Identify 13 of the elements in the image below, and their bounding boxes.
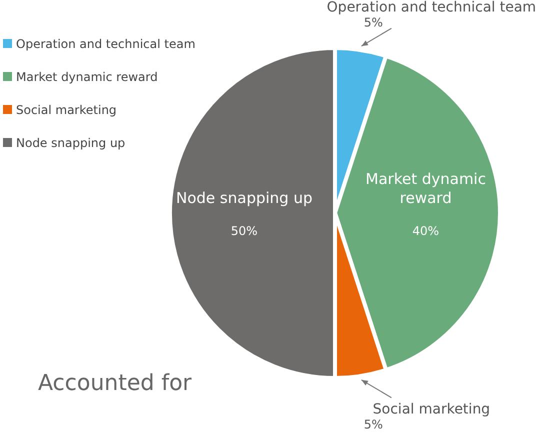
data-label: 50% (230, 224, 258, 238)
slice-label: Social marketing (372, 402, 490, 418)
legend-label: Operation and technical team (16, 37, 196, 51)
legend-label: Node snapping up (16, 136, 126, 150)
slice-label: Node snapping up (176, 189, 312, 207)
legend-label: Market dynamic reward (16, 70, 158, 84)
text: Accounted for (38, 371, 193, 396)
slice-label: Market dynamic reward (366, 170, 486, 207)
data-label: 5% (364, 15, 383, 30)
slice-label: Operation and technical team (326, 0, 536, 16)
data-label: 40% (412, 224, 440, 238)
data-label: 5% (364, 418, 383, 432)
legend-label: Social marketing (16, 103, 117, 117)
